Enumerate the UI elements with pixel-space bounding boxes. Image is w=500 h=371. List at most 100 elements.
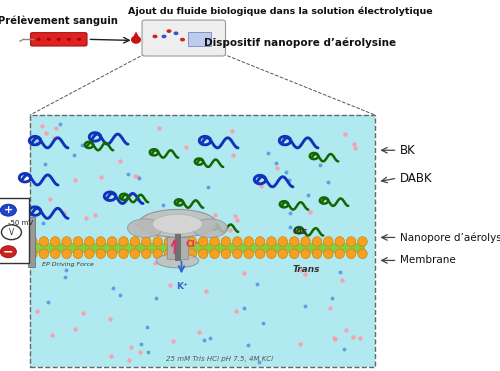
Text: Prélèvement sanguin: Prélèvement sanguin	[0, 15, 118, 26]
Ellipse shape	[153, 237, 162, 246]
Ellipse shape	[312, 237, 322, 246]
Ellipse shape	[358, 237, 367, 246]
Ellipse shape	[39, 249, 48, 259]
Ellipse shape	[278, 237, 287, 246]
Ellipse shape	[232, 237, 242, 246]
Ellipse shape	[324, 249, 333, 259]
Ellipse shape	[210, 237, 220, 246]
Ellipse shape	[62, 237, 72, 246]
Ellipse shape	[221, 237, 230, 246]
Ellipse shape	[301, 237, 310, 246]
Text: Trans: Trans	[292, 265, 320, 273]
Ellipse shape	[108, 237, 117, 246]
Ellipse shape	[324, 237, 333, 246]
Ellipse shape	[221, 249, 230, 259]
Ellipse shape	[290, 249, 299, 259]
Text: -50 mV: -50 mV	[8, 220, 34, 226]
Ellipse shape	[139, 209, 216, 237]
Ellipse shape	[50, 237, 60, 246]
Ellipse shape	[152, 214, 202, 234]
Ellipse shape	[335, 237, 344, 246]
Ellipse shape	[198, 237, 208, 246]
Circle shape	[174, 32, 178, 35]
Ellipse shape	[119, 237, 128, 246]
Ellipse shape	[28, 249, 37, 259]
Ellipse shape	[266, 249, 276, 259]
Circle shape	[67, 38, 71, 41]
Ellipse shape	[358, 249, 367, 259]
Ellipse shape	[131, 36, 141, 44]
Ellipse shape	[312, 249, 322, 259]
Bar	[30, 115, 375, 367]
Ellipse shape	[28, 237, 37, 246]
Text: Ajout du fluide biologique dans la solution électrolytique: Ajout du fluide biologique dans la solut…	[128, 6, 432, 16]
Bar	[28, 217, 34, 267]
Bar	[167, 237, 188, 259]
Ellipse shape	[130, 237, 140, 246]
Ellipse shape	[164, 249, 174, 259]
Ellipse shape	[39, 237, 48, 246]
Text: DABK: DABK	[400, 171, 432, 185]
Ellipse shape	[176, 237, 185, 246]
Circle shape	[0, 204, 16, 216]
Text: EP Driving Force: EP Driving Force	[42, 262, 94, 267]
Ellipse shape	[278, 249, 287, 259]
Polygon shape	[134, 32, 138, 36]
Ellipse shape	[156, 254, 199, 268]
Text: Membrane: Membrane	[400, 256, 456, 265]
Ellipse shape	[153, 249, 162, 259]
Text: Nanopore d’aérolysine: Nanopore d’aérolysine	[400, 232, 500, 243]
Circle shape	[36, 38, 40, 41]
Ellipse shape	[74, 249, 83, 259]
Text: Cis: Cis	[292, 227, 308, 236]
Circle shape	[0, 246, 16, 257]
Ellipse shape	[266, 237, 276, 246]
Ellipse shape	[187, 237, 196, 246]
Circle shape	[180, 38, 185, 42]
Ellipse shape	[108, 249, 117, 259]
Ellipse shape	[187, 249, 196, 259]
Text: Dispositif nanopore d’aérolysine: Dispositif nanopore d’aérolysine	[204, 37, 396, 48]
Text: BK: BK	[400, 144, 416, 157]
Ellipse shape	[346, 249, 356, 259]
Text: +: +	[4, 205, 13, 215]
Bar	[30, 115, 375, 367]
Circle shape	[57, 38, 61, 41]
Circle shape	[77, 38, 81, 41]
Ellipse shape	[128, 219, 162, 237]
Ellipse shape	[142, 237, 151, 246]
Bar	[30, 243, 365, 253]
Ellipse shape	[244, 249, 254, 259]
FancyBboxPatch shape	[142, 20, 226, 56]
Ellipse shape	[176, 249, 185, 259]
Ellipse shape	[192, 219, 228, 237]
Ellipse shape	[84, 249, 94, 259]
Ellipse shape	[84, 237, 94, 246]
Bar	[0, 198, 28, 263]
Ellipse shape	[256, 249, 265, 259]
Text: −: −	[3, 245, 13, 258]
Ellipse shape	[130, 249, 140, 259]
FancyBboxPatch shape	[30, 33, 87, 46]
Ellipse shape	[62, 249, 72, 259]
Ellipse shape	[96, 237, 106, 246]
Ellipse shape	[256, 237, 265, 246]
Ellipse shape	[232, 249, 242, 259]
Circle shape	[166, 29, 172, 33]
Circle shape	[162, 35, 166, 38]
Bar	[174, 234, 180, 261]
Text: Cl⁻: Cl⁻	[185, 240, 200, 249]
Ellipse shape	[244, 237, 254, 246]
Circle shape	[46, 38, 50, 41]
Text: V: V	[9, 228, 14, 237]
Ellipse shape	[119, 249, 128, 259]
Ellipse shape	[210, 249, 220, 259]
Ellipse shape	[198, 249, 208, 259]
Ellipse shape	[142, 249, 151, 259]
Text: 25 mM Tris HCl pH 7.5, 4M KCl: 25 mM Tris HCl pH 7.5, 4M KCl	[166, 356, 274, 362]
Text: K⁺: K⁺	[176, 282, 188, 291]
Ellipse shape	[164, 237, 174, 246]
Bar	[188, 32, 211, 46]
Circle shape	[2, 225, 21, 240]
Ellipse shape	[74, 237, 83, 246]
